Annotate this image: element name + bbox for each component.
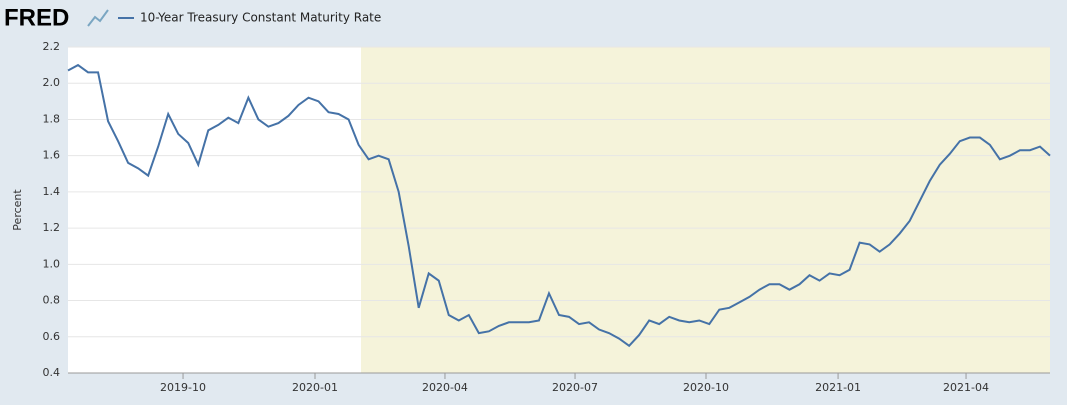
line-series — [67, 63, 1051, 348]
x-tick-label: 2021-04 — [943, 381, 989, 394]
y-tick-label: 1.6 — [43, 149, 61, 162]
shaded-region — [360, 47, 1051, 373]
y-tick-label: 1.4 — [43, 185, 61, 198]
y-tick-label: 1.2 — [43, 221, 61, 234]
y-tick-label: 2.0 — [43, 76, 61, 89]
logo: FRED — [4, 4, 69, 31]
x-tick-label: 2019-10 — [160, 381, 206, 394]
y-tick-label: 2.2 — [43, 40, 61, 53]
y-tick-label: 0.8 — [43, 294, 61, 307]
y-tick-label: 0.4 — [43, 366, 61, 379]
y-axis-label: Percent — [11, 189, 24, 231]
x-tick-label: 2020-01 — [292, 381, 338, 394]
y-tick-label: 0.6 — [43, 330, 61, 343]
x-tick-label: 2021-01 — [815, 381, 861, 394]
legend-label: 10-Year Treasury Constant Maturity Rate — [140, 11, 381, 25]
x-tick-label: 2020-10 — [683, 381, 729, 394]
x-tick-label: 2020-07 — [552, 381, 598, 394]
x-tick-label: 2020-04 — [422, 381, 468, 394]
logo-icon — [87, 9, 109, 27]
y-tick-label: 1.8 — [43, 112, 61, 125]
y-tick-label: 1.0 — [43, 257, 61, 270]
